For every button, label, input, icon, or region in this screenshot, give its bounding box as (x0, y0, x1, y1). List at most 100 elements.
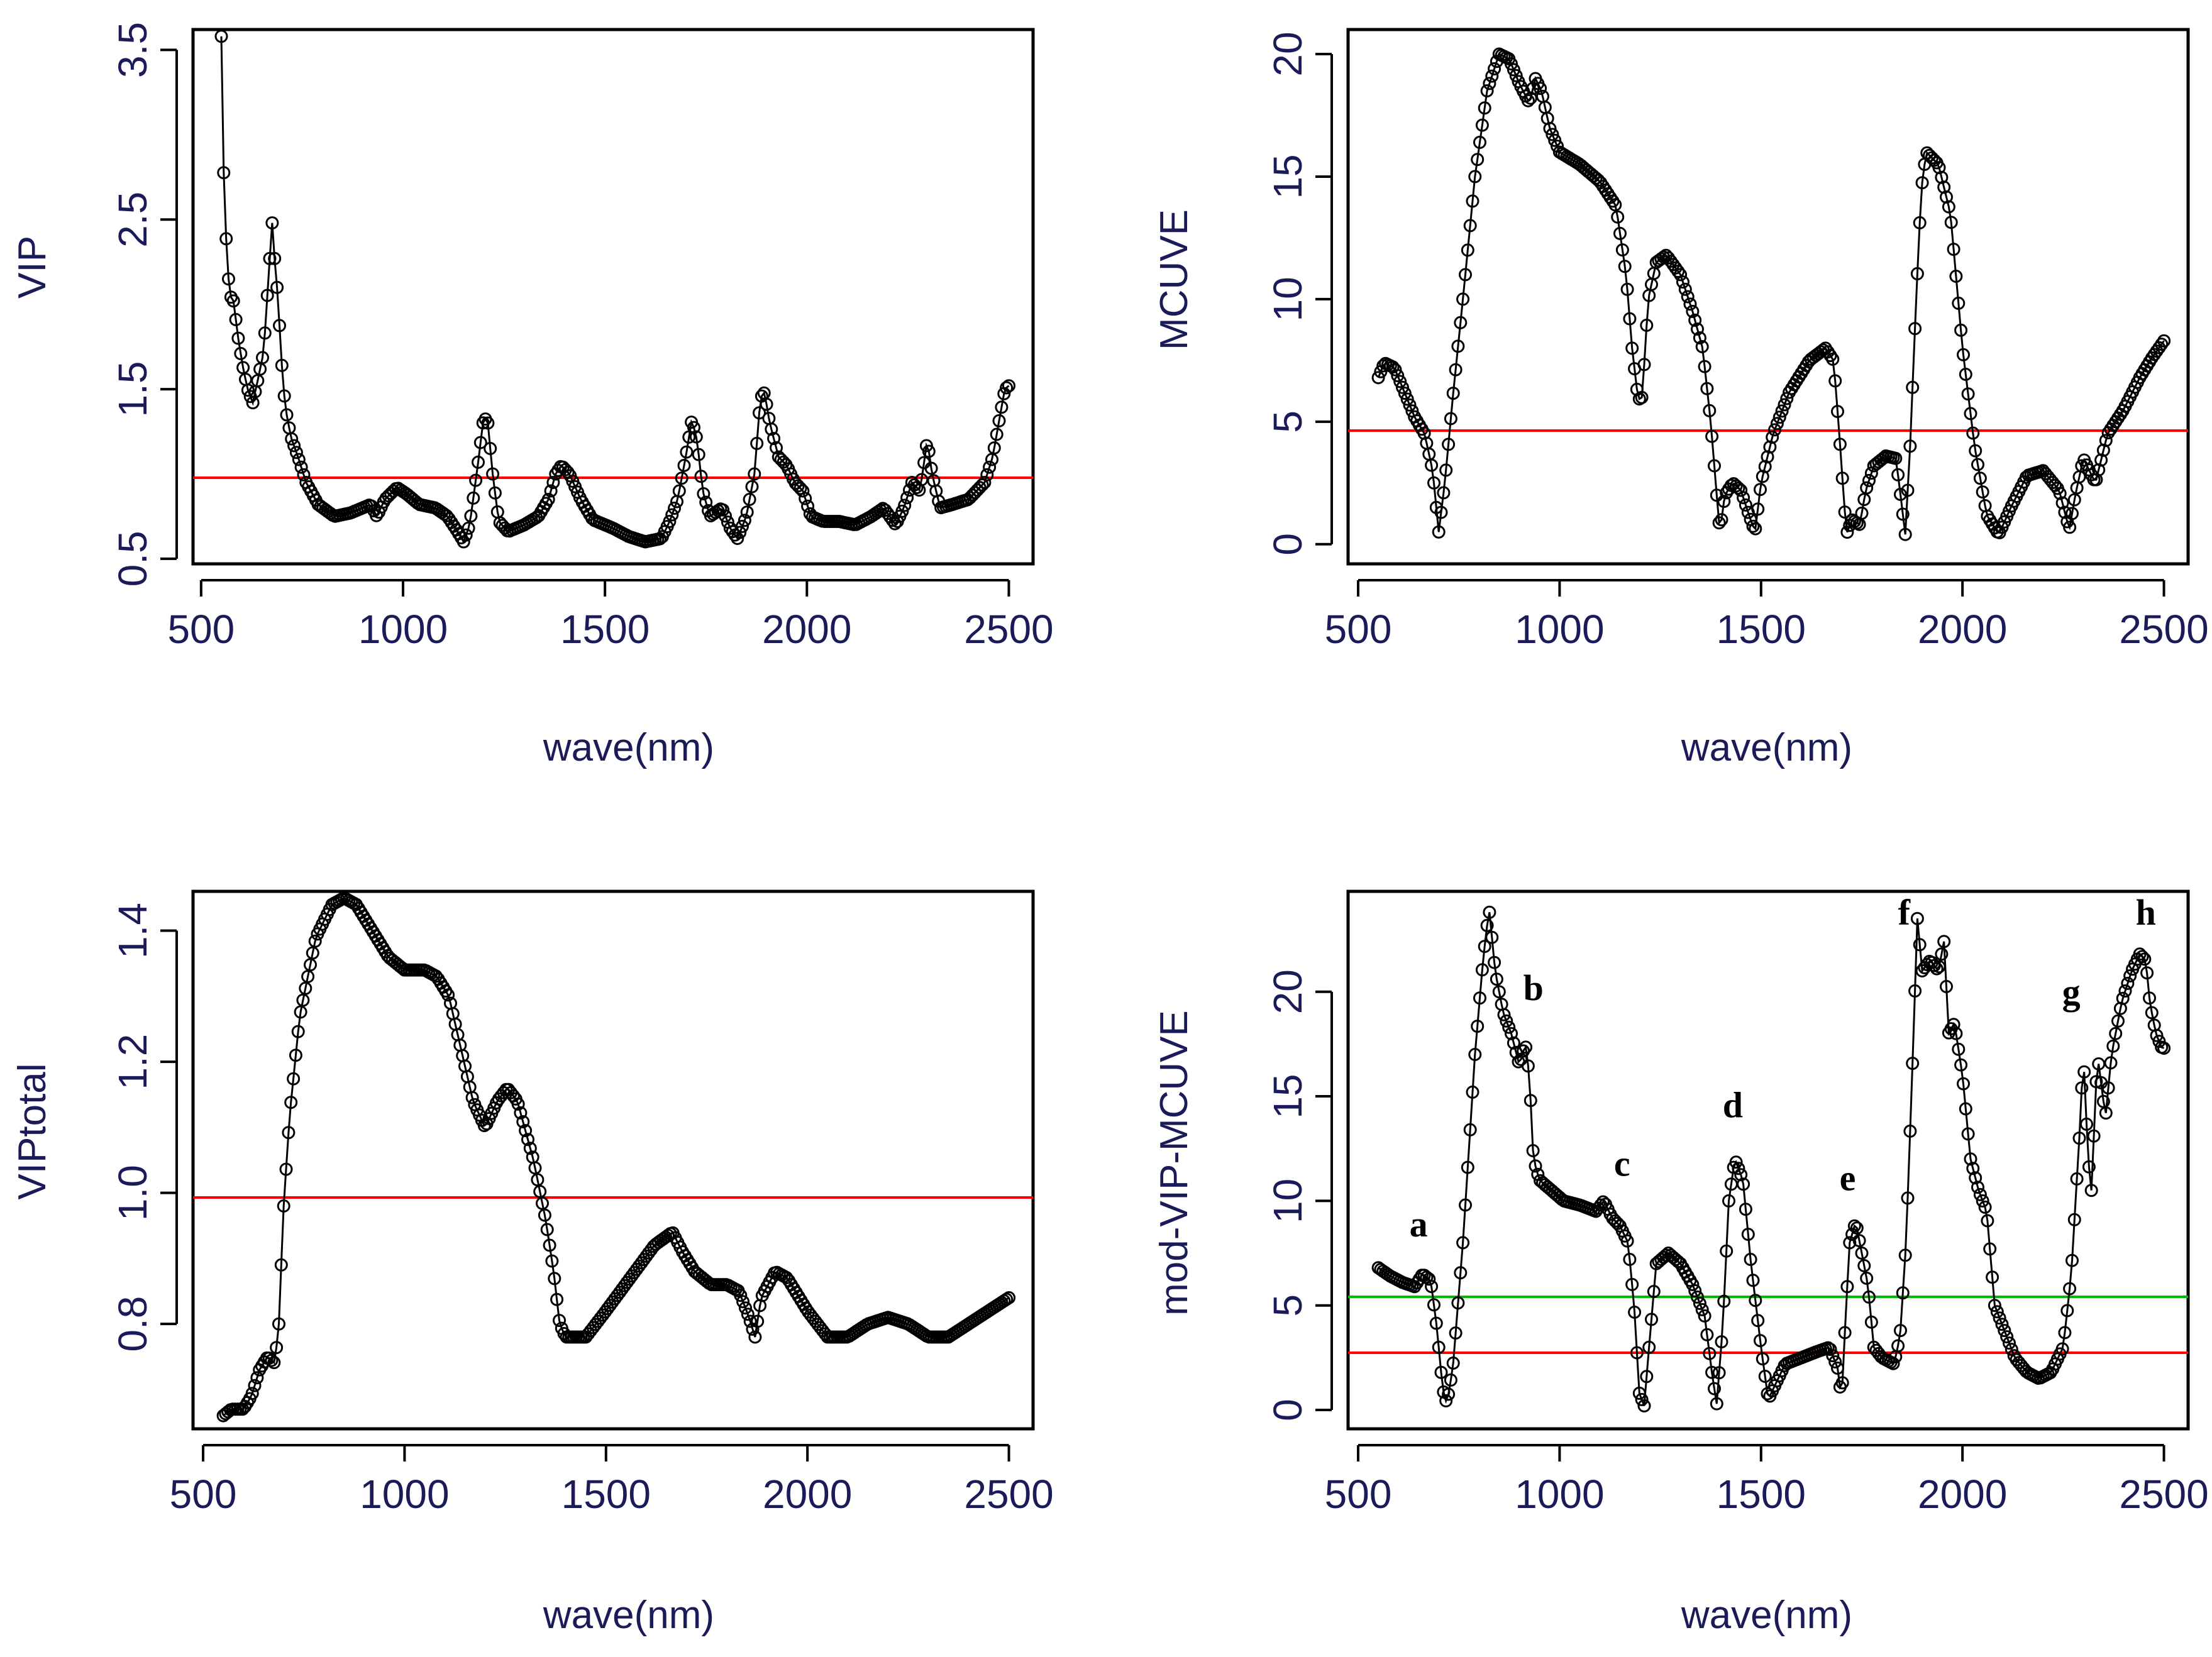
vip-data-point (456, 535, 470, 549)
vip-x-tick-label: 1500 (560, 607, 650, 652)
mod-data-point (1642, 1340, 1656, 1354)
mod-data-point (1514, 1052, 1528, 1066)
viptotal-series (216, 891, 1016, 1423)
mcuve-data-point (1961, 387, 1975, 401)
mod-data-point (1988, 1299, 2001, 1313)
viptotal-x-tick-label: 1000 (360, 1472, 449, 1517)
vip-data-point (467, 491, 480, 505)
panel-mcuve: 500 1000 1500 2000 2500 0 5 10 15 20 wave(nm) MC… (1153, 28, 2209, 769)
mcuve-data-point (1671, 265, 1685, 278)
vip-data-point (987, 441, 1001, 455)
mod-data-point (2005, 1343, 2018, 1357)
mcuve-data-point (1766, 431, 1779, 444)
mod-data-point (1427, 1298, 1441, 1312)
vip-data-point (796, 484, 810, 498)
mcuve-x-tick-label: 2000 (1918, 607, 2007, 652)
mcuve-data-point (1840, 526, 1854, 539)
mod-data-point (1623, 1253, 1637, 1266)
mod-data-point (1686, 1277, 1700, 1291)
viptotal-data-point (299, 981, 312, 995)
vip-data-point (473, 436, 487, 449)
mod-annotations: a b c d e f g h (1410, 892, 2156, 1245)
mod-x-tick-label: 500 (1325, 1472, 1392, 1517)
vip-data-point (898, 498, 912, 512)
mcuve-data-point (1971, 458, 1984, 471)
mcuve-data-point (2053, 487, 2067, 500)
vip-data-point (663, 515, 677, 528)
mcuve-data-point (1466, 194, 1479, 208)
mod-data-point (1625, 1277, 1639, 1291)
mod-data-point (1937, 935, 1951, 949)
mod-data-point (1497, 1008, 1511, 1021)
viptotal-data-point (548, 1272, 561, 1285)
mod-data-point (1828, 1355, 1842, 1368)
vip-data-point (672, 484, 686, 498)
mod-data-point (1749, 1294, 1762, 1307)
vip-x-tick-label: 2500 (964, 607, 1053, 652)
viptotal-data-point (521, 1133, 534, 1147)
mod-data-point (1507, 1036, 1520, 1050)
mcuve-data-point (1480, 84, 1494, 97)
vip-data-point (546, 476, 560, 489)
mcuve-data-point (1855, 506, 1869, 520)
mod-data-point (1521, 1059, 1535, 1073)
vip-data-point (719, 509, 733, 523)
mod-data-point (1981, 1214, 1994, 1228)
mcuve-data-point (1478, 101, 1491, 115)
mcuve-data-point (1637, 358, 1651, 372)
mcuve-data-point (1754, 483, 1767, 497)
mod-data-point (1456, 1236, 1470, 1250)
mcuve-data-point (1737, 491, 1750, 505)
viptotal-data-point (739, 1301, 752, 1315)
mod-data-point (1635, 1392, 1649, 1406)
viptotal-y-tick-label: 1.2 (110, 1034, 155, 1090)
mod-data-point (2084, 1184, 2098, 1197)
viptotal-data-point (743, 1314, 757, 1328)
mcuve-data-point (1952, 296, 1966, 310)
mcuve-data-point (1640, 319, 1654, 332)
mod-data-point (1468, 1048, 1482, 1061)
vip-data-point (268, 251, 282, 265)
vip-data-point (231, 331, 245, 345)
vip-data-point (464, 509, 478, 523)
vip-data-point (472, 455, 485, 469)
mcuve-data-point (1534, 82, 1547, 96)
mod-annotation-b: b (1524, 967, 1544, 1008)
vip-data-point (689, 430, 703, 444)
mod-y-axis: 0 5 10 15 20 (1265, 969, 1333, 1421)
viptotal-data-point (284, 1096, 298, 1109)
viptotal-data-point (533, 1185, 547, 1198)
mcuve-data-point (1772, 410, 1786, 424)
viptotal-data-point (282, 1126, 296, 1140)
mcuve-data-point (1778, 398, 1791, 412)
mod-data-point (1459, 1198, 1472, 1212)
mod-data-point (1717, 1294, 1731, 1308)
mcuve-data-point (1686, 304, 1700, 318)
mod-y-tick-label: 5 (1265, 1294, 1310, 1317)
vip-data-point (544, 484, 558, 498)
mcuve-data-point (1618, 260, 1632, 273)
vip-data-point (263, 251, 277, 265)
vip-data-point (995, 400, 1009, 414)
mod-data-point (2067, 1213, 2081, 1226)
vip-data-point (285, 432, 299, 446)
mcuve-data-point (1393, 375, 1407, 388)
mcuve-data-point (1625, 341, 1639, 355)
mod-data-point (1998, 1324, 2011, 1338)
mod-data-point (2003, 1336, 2016, 1350)
vip-data-point (895, 504, 909, 518)
mod-data-point (1691, 1290, 1704, 1304)
mod-data-point (1843, 1236, 1857, 1250)
mcuve-data-point (1835, 471, 1849, 485)
viptotal-data-point (441, 988, 455, 1002)
mcuve-data-point (2063, 520, 2077, 534)
mcuve-data-point (1913, 216, 1927, 229)
mod-data-point (1480, 918, 1494, 932)
mod-data-point (1432, 1340, 1446, 1354)
vip-data-point (680, 445, 694, 459)
mcuve-data-point (1546, 128, 1559, 141)
viptotal-data-point (540, 1223, 554, 1236)
mod-data-point (1855, 1247, 1869, 1260)
vip-data-point (289, 446, 303, 460)
